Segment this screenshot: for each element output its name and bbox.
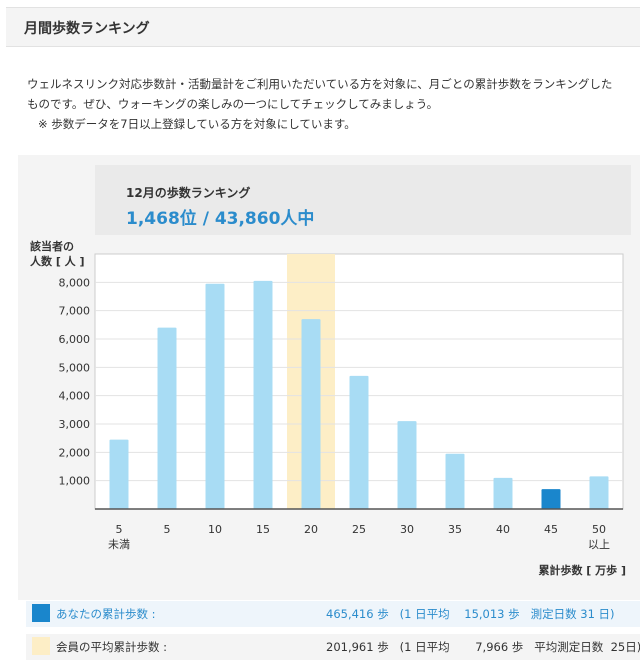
x-tick-label: 15 [256,523,270,536]
chart-bar [541,489,561,509]
legend-average-row: 会員の平均累計歩数 : 201,961 歩 (1 日平均 7,966 歩 平均測… [26,634,640,660]
y-tick-label: 7,000 [59,305,91,318]
y-tick-label: 8,000 [59,276,91,289]
x-tick-label: 25 [352,523,366,536]
x-axis-label: 累計歩数 [ 万歩 ] [538,563,626,577]
y-tick-label: 6,000 [59,333,91,346]
legend-average-value: 201,961 歩 (1 日平均 7,966 歩 平均測定日数 25日) [326,640,640,654]
x-tick-label: 未満 [108,538,130,551]
y-axis-label-line-1: 該当者の [30,240,74,253]
chart-bar [349,375,369,509]
legend-user-label: あなたの累計歩数 : [56,607,156,621]
page-header: 月間歩数ランキング [6,7,640,47]
legend-average-swatch [32,637,50,655]
chart-bar [253,280,273,509]
y-tick-label: 1,000 [59,475,91,488]
intro-text: ウェルネスリンク対応歩数計・活動量計をご利用いただいている方を対象に、月ごとの累… [27,74,637,114]
y-tick-label: 3,000 [59,418,91,431]
x-tick-label: 20 [304,523,318,536]
legend-user-row: あなたの累計歩数 : 465,416 歩 (1 日平均 15,013 歩 測定日… [26,601,640,627]
x-tick-label: 40 [496,523,510,536]
ranking-summary-box [95,165,631,235]
chart-bar [301,319,321,509]
x-tick-label: 30 [400,523,414,536]
x-tick-label: 50 [592,523,606,536]
chart-bar [589,476,609,509]
y-tick-label: 2,000 [59,446,91,459]
x-tick-label: 以上 [588,538,610,551]
x-tick-label: 5 [164,523,171,536]
y-axis-label-line-2: 人数 [ 人 ] [30,255,85,268]
intro-line-2: ものです。ぜひ、ウォーキングの楽しみの一つにしてチェックしてみましょう。 [27,97,439,111]
legend-average-label: 会員の平均累計歩数 : [56,640,168,654]
legend-user-swatch [32,604,50,622]
x-tick-label: 5 [116,523,123,536]
ranking-label: 12月の歩数ランキング [126,186,251,200]
intro-note: ※ 歩数データを7日以上登録している方を対象にしています。 [38,117,356,131]
chart-bar [205,283,225,509]
ranking-value: 1,468位 / 43,860人中 [126,209,315,229]
intro-line-1: ウェルネスリンク対応歩数計・活動量計をご利用いただいている方を対象に、月ごとの累… [27,77,613,91]
x-tick-label: 10 [208,523,222,536]
y-tick-label: 5,000 [59,361,91,374]
chart-bar [109,439,129,509]
y-tick-label: 4,000 [59,390,91,403]
chart-bar [397,421,417,509]
x-tick-label: 35 [448,523,462,536]
step-ranking-chart: 1,000 2,000 3,000 4,000 5,000 6,000 7,000 8,000… [59,253,626,577]
chart-bar [157,327,177,509]
chart-bar [445,453,465,509]
page-title: 月間歩数ランキング [24,21,150,37]
legend-user-value: 465,416 歩 (1 日平均 15,013 歩 測定日数 31 日) [326,607,615,621]
chart-bar [493,477,513,509]
x-tick-label: 45 [544,523,558,536]
